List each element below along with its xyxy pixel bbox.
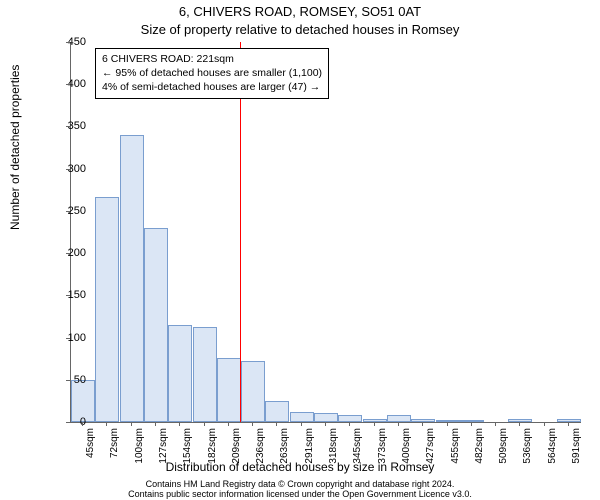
annotation-line-2: ← 95% of detached houses are smaller (1,…: [102, 66, 322, 80]
x-tick-mark: [447, 422, 448, 426]
x-tick-label: 564sqm: [547, 428, 558, 478]
histogram-bar: [95, 197, 119, 422]
y-tick-mark: [66, 422, 70, 423]
y-tick-mark: [66, 253, 70, 254]
reference-line: [240, 42, 241, 422]
x-tick-mark: [131, 422, 132, 426]
x-tick-mark: [82, 422, 83, 426]
x-tick-label: 509sqm: [498, 428, 509, 478]
y-tick-mark: [66, 126, 70, 127]
footer-attribution: Contains HM Land Registry data © Crown c…: [0, 480, 600, 500]
x-tick-label: 455sqm: [450, 428, 461, 478]
y-tick-mark: [66, 84, 70, 85]
histogram-bar: [144, 228, 168, 422]
y-tick-mark: [66, 338, 70, 339]
x-tick-label: 45sqm: [85, 428, 96, 478]
x-tick-mark: [228, 422, 229, 426]
y-tick-label: 300: [56, 163, 86, 175]
y-tick-label: 450: [56, 36, 86, 48]
histogram-bar: [168, 325, 192, 422]
y-tick-label: 200: [56, 247, 86, 259]
histogram-bar: [193, 327, 217, 422]
annotation-box: 6 CHIVERS ROAD: 221sqm ← 95% of detached…: [95, 48, 329, 99]
y-tick-label: 100: [56, 332, 86, 344]
chart-title-sub: Size of property relative to detached ho…: [0, 22, 600, 37]
x-tick-label: 182sqm: [207, 428, 218, 478]
x-tick-mark: [519, 422, 520, 426]
x-tick-label: 127sqm: [158, 428, 169, 478]
x-tick-label: 482sqm: [474, 428, 485, 478]
x-tick-mark: [301, 422, 302, 426]
histogram-bar: [217, 358, 241, 422]
y-tick-mark: [66, 380, 70, 381]
histogram-bar: [411, 419, 435, 422]
histogram-bar: [241, 361, 265, 422]
x-tick-mark: [544, 422, 545, 426]
x-tick-label: 291sqm: [304, 428, 315, 478]
x-tick-mark: [204, 422, 205, 426]
x-tick-label: 536sqm: [522, 428, 533, 478]
y-tick-label: 50: [56, 374, 86, 386]
x-tick-label: 427sqm: [425, 428, 436, 478]
x-tick-mark: [398, 422, 399, 426]
x-tick-mark: [155, 422, 156, 426]
chart-container: 6, CHIVERS ROAD, ROMSEY, SO51 0AT Size o…: [0, 0, 600, 500]
x-tick-label: 100sqm: [134, 428, 145, 478]
x-tick-mark: [495, 422, 496, 426]
x-tick-label: 236sqm: [255, 428, 266, 478]
x-tick-label: 400sqm: [401, 428, 412, 478]
chart-title-main: 6, CHIVERS ROAD, ROMSEY, SO51 0AT: [0, 4, 600, 19]
x-tick-mark: [252, 422, 253, 426]
histogram-bar: [290, 412, 314, 422]
x-tick-label: 591sqm: [571, 428, 582, 478]
y-axis-label: Number of detached properties: [8, 65, 22, 230]
y-tick-mark: [66, 169, 70, 170]
histogram-bar: [314, 413, 338, 422]
x-tick-mark: [374, 422, 375, 426]
histogram-bar: [508, 419, 532, 422]
histogram-bar: [338, 415, 362, 422]
footer-line-2: Contains public sector information licen…: [0, 490, 600, 500]
y-tick-label: 250: [56, 205, 86, 217]
x-tick-label: 373sqm: [377, 428, 388, 478]
y-tick-mark: [66, 211, 70, 212]
x-tick-label: 263sqm: [279, 428, 290, 478]
chart-plot-area: 6 CHIVERS ROAD: 221sqm ← 95% of detached…: [70, 42, 581, 423]
histogram-bar: [557, 419, 581, 422]
y-tick-label: 150: [56, 289, 86, 301]
histogram-bar: [460, 420, 484, 422]
x-tick-label: 72sqm: [109, 428, 120, 478]
x-tick-mark: [471, 422, 472, 426]
histogram-bar: [387, 415, 411, 422]
x-tick-label: 318sqm: [328, 428, 339, 478]
x-tick-mark: [106, 422, 107, 426]
x-tick-label: 209sqm: [231, 428, 242, 478]
annotation-line-1: 6 CHIVERS ROAD: 221sqm: [102, 52, 322, 66]
x-tick-label: 154sqm: [182, 428, 193, 478]
x-tick-mark: [568, 422, 569, 426]
y-tick-label: 350: [56, 120, 86, 132]
y-tick-label: 400: [56, 78, 86, 90]
histogram-bar: [120, 135, 144, 422]
x-tick-mark: [179, 422, 180, 426]
histogram-bar: [436, 420, 460, 422]
x-tick-mark: [349, 422, 350, 426]
annotation-line-3: 4% of semi-detached houses are larger (4…: [102, 80, 322, 94]
y-tick-mark: [66, 42, 70, 43]
x-tick-mark: [276, 422, 277, 426]
histogram-bar: [363, 419, 387, 422]
x-tick-mark: [422, 422, 423, 426]
x-tick-label: 345sqm: [352, 428, 363, 478]
histogram-bar: [265, 401, 289, 422]
y-tick-mark: [66, 295, 70, 296]
x-tick-mark: [325, 422, 326, 426]
